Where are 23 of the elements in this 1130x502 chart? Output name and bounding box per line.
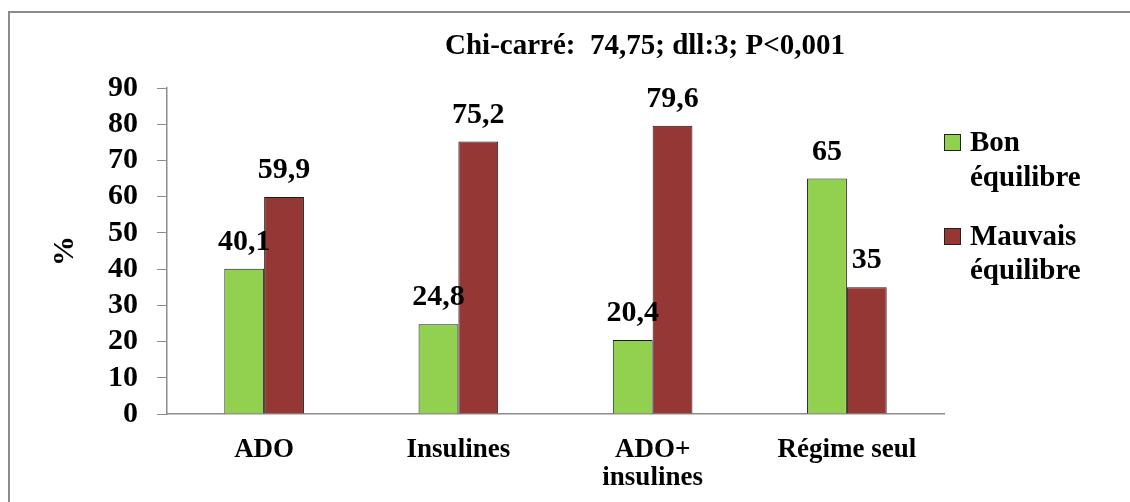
data-label: 75,2: [452, 95, 505, 129]
y-tick-label: 90: [108, 68, 138, 102]
y-tick-label: 10: [108, 358, 138, 392]
x-tick-label: ADO+ insulines: [602, 433, 703, 492]
x-tick-label: Régime seul: [777, 433, 917, 464]
y-tick-label: 20: [108, 322, 138, 356]
y-tick-label: 30: [108, 286, 138, 320]
y-tick-label: 0: [123, 394, 138, 428]
data-label: 35: [851, 241, 882, 275]
data-label: 59,9: [257, 151, 311, 185]
y-axis-title: %: [45, 236, 79, 266]
data-label: 65: [811, 132, 842, 166]
y-tick-label: 60: [108, 177, 138, 211]
chart-title: Chi-carré: 74,75; dll:3; P<0,001: [444, 27, 846, 62]
legend-label: Mauvais équilibre: [970, 217, 1082, 288]
y-tick-label: 40: [108, 249, 138, 283]
y-tick-label: 80: [108, 104, 138, 138]
y-tick-label: 50: [108, 213, 138, 247]
x-tick-label: Insulines: [406, 433, 511, 464]
y-tick-label: 70: [108, 141, 138, 175]
legend-label: Bon équilibre: [970, 124, 1082, 194]
x-tick-label: ADO: [234, 433, 295, 464]
data-label: 79,6: [646, 79, 699, 113]
